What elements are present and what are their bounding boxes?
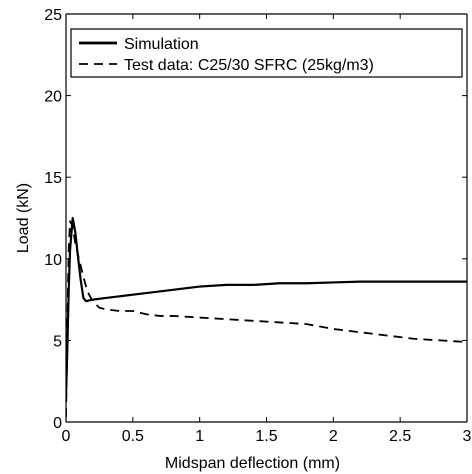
ticks: 0 0.5 1 1.5 2 2.5 3 0 5 10 15 20 25 <box>44 7 471 445</box>
y-tick-label: 15 <box>44 170 62 187</box>
y-tick-label: 5 <box>53 333 62 350</box>
x-tick-label: 1 <box>195 428 204 445</box>
x-tick-label: 1.5 <box>255 428 277 445</box>
legend-label-test-data: Test data: C25/30 SFRC (25kg/m3) <box>124 57 374 74</box>
plot-area <box>66 14 467 422</box>
y-tick-label: 10 <box>44 252 62 269</box>
y-tick-label: 20 <box>44 89 62 106</box>
series-layer <box>66 216 467 418</box>
x-tick-label: 0 <box>62 428 71 445</box>
y-axis-label: Load (kN) <box>15 183 32 253</box>
plot-background <box>66 14 467 422</box>
x-tick-label: 2 <box>329 428 338 445</box>
x-tick-label: 2.5 <box>389 428 411 445</box>
y-tick-label: 0 <box>53 415 62 432</box>
legend-box <box>70 28 463 78</box>
series-line-simulation <box>66 216 467 398</box>
x-axis-label: Midspan deflection (mm) <box>165 455 340 472</box>
x-tick-label: 3 <box>463 428 472 445</box>
series-line-test-data <box>66 220 467 418</box>
x-tick-label: 0.5 <box>122 428 144 445</box>
y-tick-label: 25 <box>44 7 62 24</box>
legend-label-simulation: Simulation <box>124 36 199 53</box>
legend: Simulation Test data: C25/30 SFRC (25kg/… <box>70 28 463 78</box>
